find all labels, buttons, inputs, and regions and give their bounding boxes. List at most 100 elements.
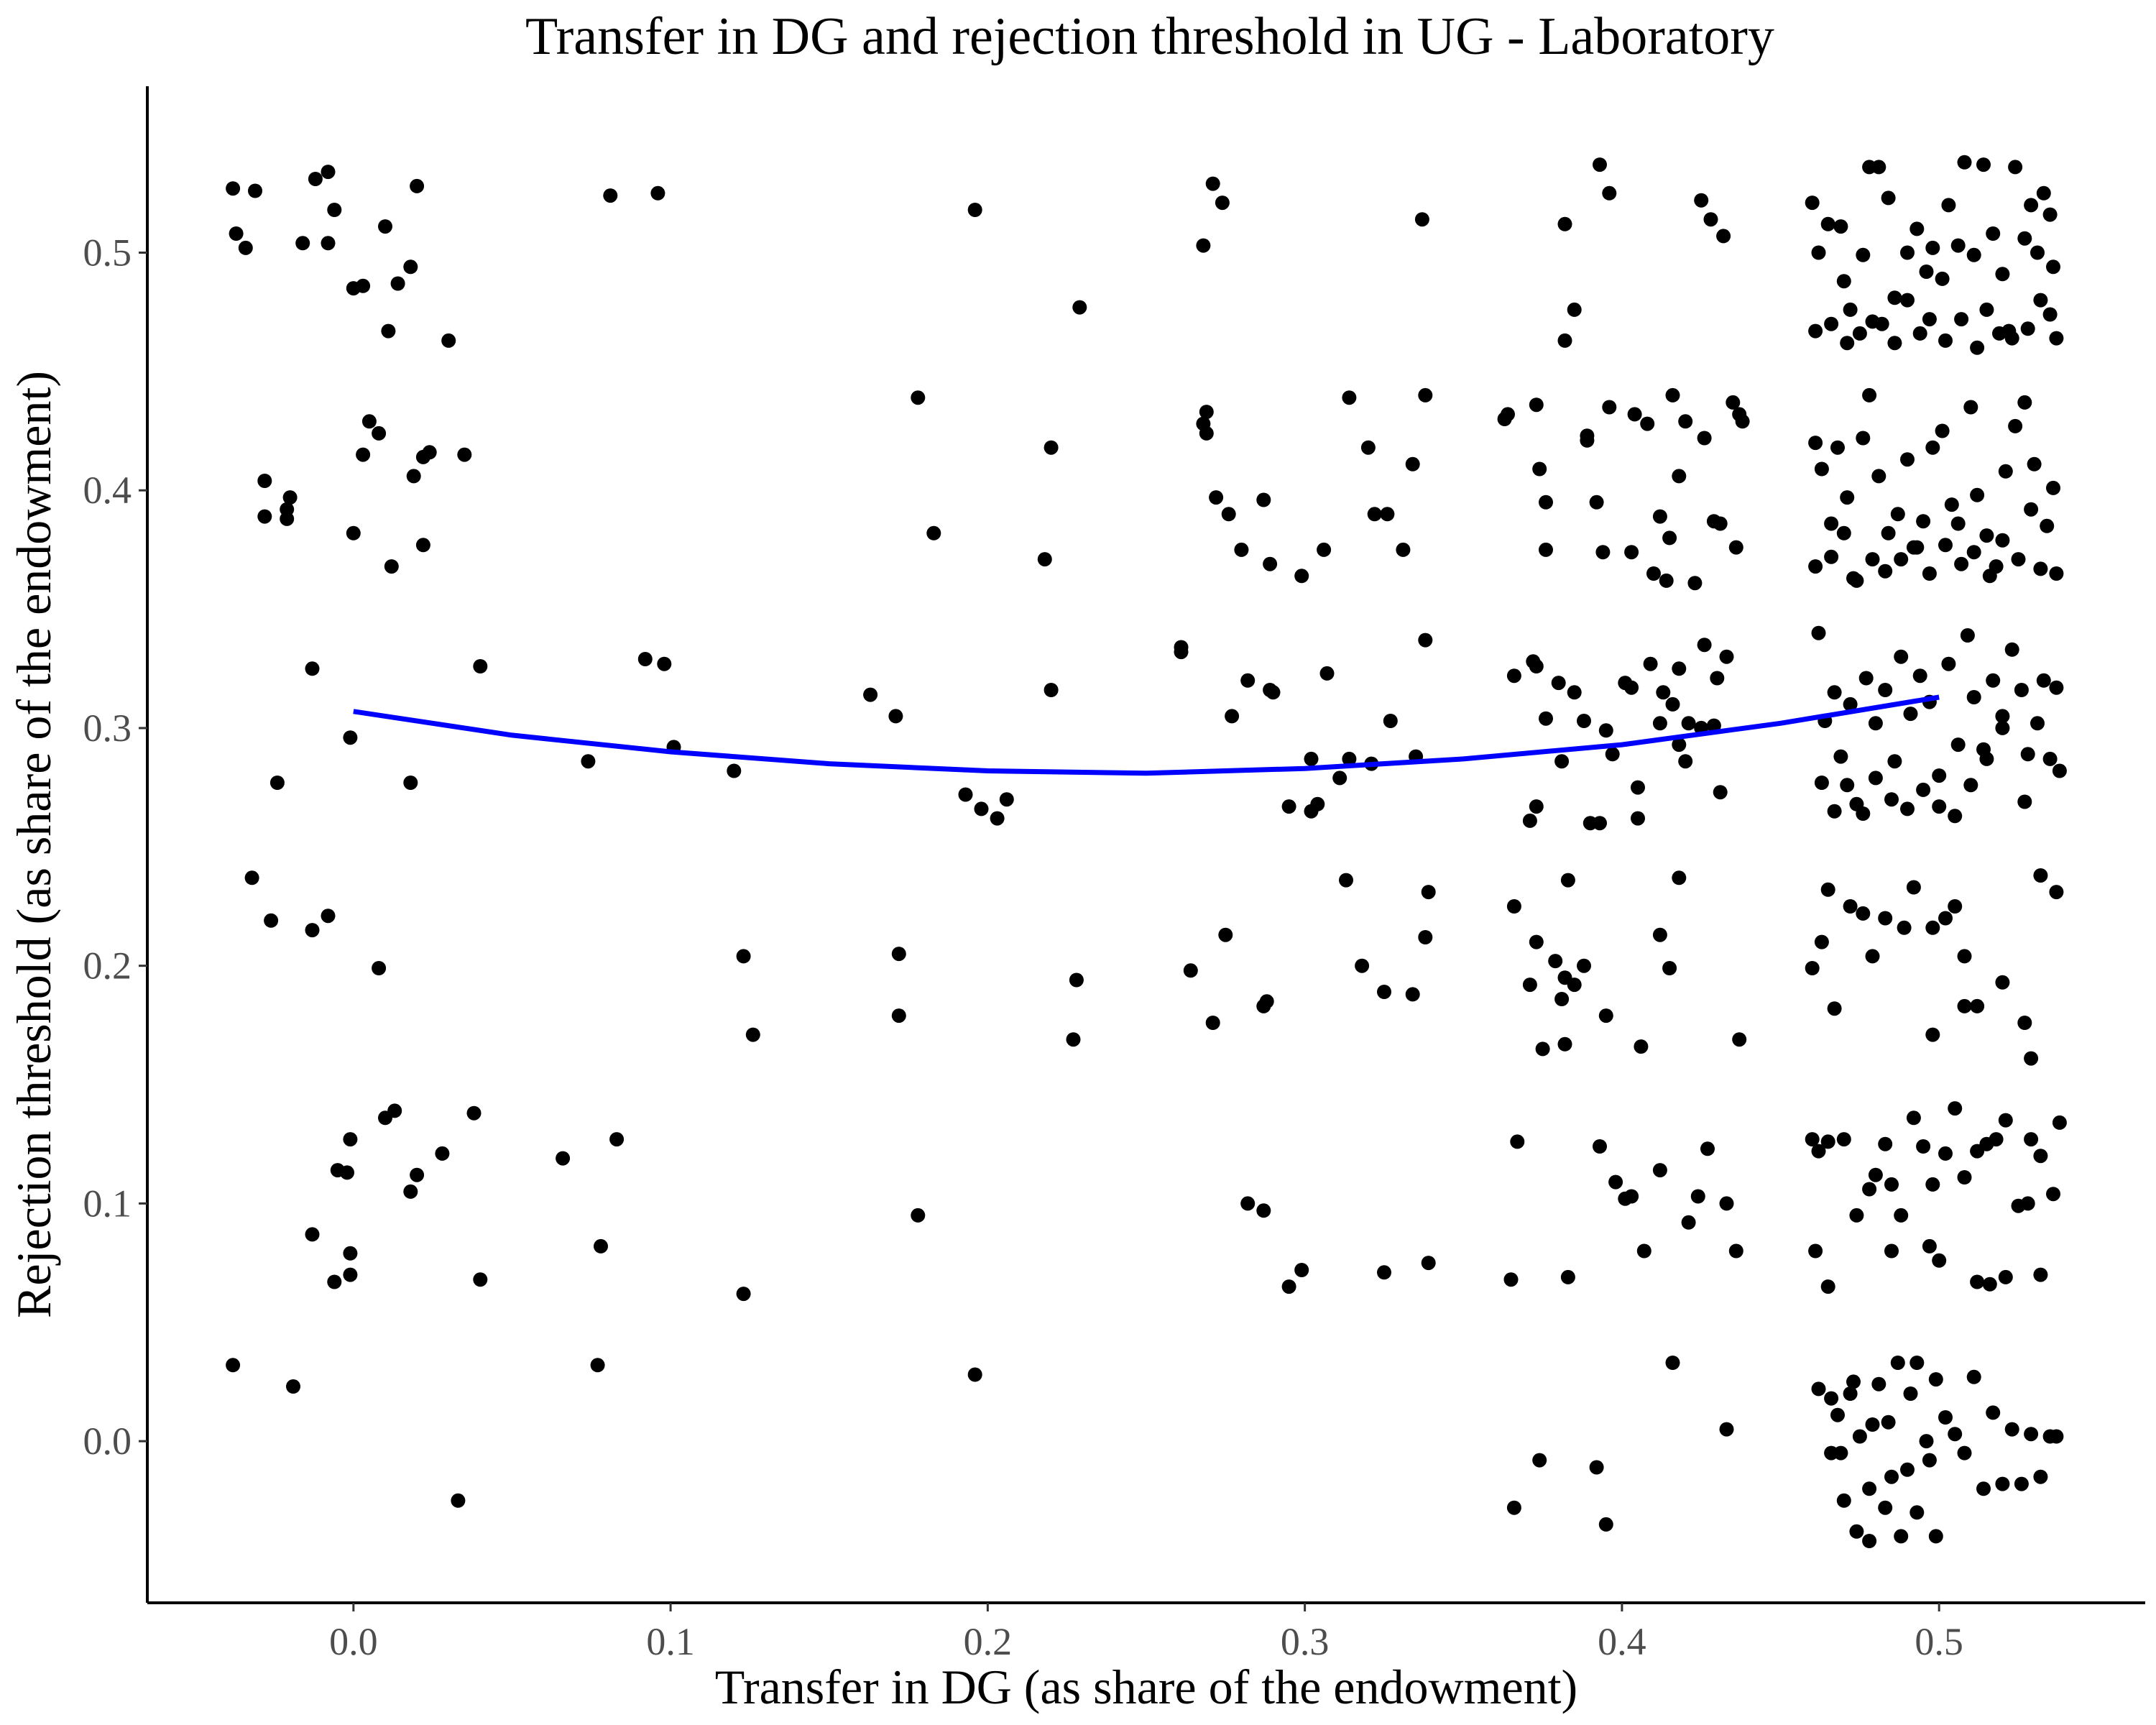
data-point	[2040, 518, 2055, 533]
data-point	[1196, 238, 1211, 253]
data-point	[967, 1367, 982, 1382]
data-point	[911, 390, 926, 405]
data-point	[1360, 440, 1376, 455]
data-point	[1900, 293, 1915, 308]
data-point	[1380, 507, 1395, 522]
data-point	[1811, 1381, 1826, 1397]
data-point	[1884, 1469, 1899, 1484]
data-point	[2042, 751, 2058, 766]
data-point	[1948, 1101, 1963, 1116]
data-point	[1925, 440, 1940, 455]
data-point	[1522, 813, 1537, 828]
data-point	[1986, 1405, 2001, 1420]
data-point	[1593, 157, 1607, 172]
data-point	[2033, 561, 2048, 576]
data-point	[1916, 782, 1931, 797]
data-point	[2046, 1187, 2060, 1202]
data-point	[1894, 552, 1909, 567]
data-point	[1672, 661, 1687, 676]
data-point	[1665, 387, 1680, 402]
data-point	[1970, 340, 1985, 355]
data-point	[1922, 566, 1937, 581]
data-point	[1903, 1386, 1918, 1401]
y-tick-label: 0.1	[83, 1182, 132, 1225]
data-point	[2024, 1132, 2039, 1147]
data-point	[406, 469, 421, 484]
y-tick-label: 0.0	[83, 1420, 132, 1463]
data-point	[1938, 1146, 1953, 1161]
data-point	[1950, 737, 1966, 753]
data-point	[1240, 673, 1256, 688]
data-point	[1577, 958, 1591, 973]
data-point	[1529, 397, 1544, 413]
data-point	[1849, 1208, 1864, 1223]
data-point	[888, 709, 903, 724]
data-point	[1580, 428, 1595, 443]
data-point	[1897, 920, 1912, 935]
data-point	[356, 447, 371, 462]
data-point	[1840, 490, 1855, 505]
data-point	[1995, 267, 2010, 282]
data-point	[2033, 1267, 2048, 1282]
data-point	[1716, 229, 1731, 244]
data-point	[1652, 509, 1667, 524]
y-axis-label: Rejection threshold (as share of the end…	[6, 371, 61, 1318]
data-point	[2024, 1427, 2039, 1442]
data-point	[1652, 716, 1667, 731]
data-point	[1856, 247, 1871, 262]
data-point	[1317, 542, 1332, 557]
data-point	[1808, 559, 1823, 574]
y-axis-ticks: 0.0 0.1 0.2 0.3 0.4 0.5	[83, 231, 147, 1463]
data-point	[1865, 1417, 1880, 1432]
data-point	[1909, 221, 1925, 236]
data-point	[1976, 157, 1991, 172]
data-point	[1878, 1136, 1893, 1151]
data-point	[1970, 487, 1985, 502]
data-point	[1602, 400, 1617, 415]
data-point	[1643, 656, 1658, 671]
data-point	[2033, 1469, 2048, 1484]
data-point	[1678, 414, 1693, 429]
data-point	[2020, 1196, 2035, 1211]
data-point	[1925, 240, 1940, 255]
data-point	[999, 792, 1014, 807]
data-point	[1377, 985, 1391, 999]
data-point	[2008, 418, 2023, 433]
data-point	[1593, 816, 1607, 831]
data-point	[1827, 804, 1842, 819]
data-point	[1998, 1269, 2013, 1284]
data-point	[1225, 709, 1240, 724]
data-point	[1589, 494, 1604, 510]
data-point	[2049, 885, 2064, 900]
data-point	[1941, 656, 1956, 671]
data-point	[1602, 185, 1617, 201]
data-point	[637, 652, 653, 666]
data-point	[2004, 1422, 2019, 1437]
data-point	[1319, 666, 1335, 681]
data-point	[343, 1132, 358, 1147]
data-point	[1840, 778, 1855, 793]
data-point	[650, 185, 665, 201]
data-point	[2049, 1429, 2064, 1444]
data-point	[1310, 796, 1325, 811]
data-point	[1871, 1376, 1886, 1392]
data-point	[594, 1238, 608, 1254]
data-point	[2033, 868, 2048, 883]
data-point	[1887, 290, 1902, 305]
data-point	[1332, 770, 1348, 786]
data-point	[1418, 387, 1433, 402]
data-point	[1539, 542, 1553, 557]
data-point	[911, 1208, 926, 1223]
data-point	[226, 181, 241, 196]
data-point	[1862, 1481, 1877, 1496]
data-point	[1957, 1170, 1972, 1184]
data-point	[1304, 751, 1319, 766]
data-point	[2046, 480, 2060, 495]
data-point	[1183, 963, 1198, 978]
data-point	[1560, 873, 1575, 888]
data-point	[727, 763, 742, 778]
data-point	[1703, 212, 1718, 227]
data-point	[1719, 1196, 1734, 1211]
data-point	[1941, 198, 1956, 213]
data-point	[1874, 316, 1889, 331]
